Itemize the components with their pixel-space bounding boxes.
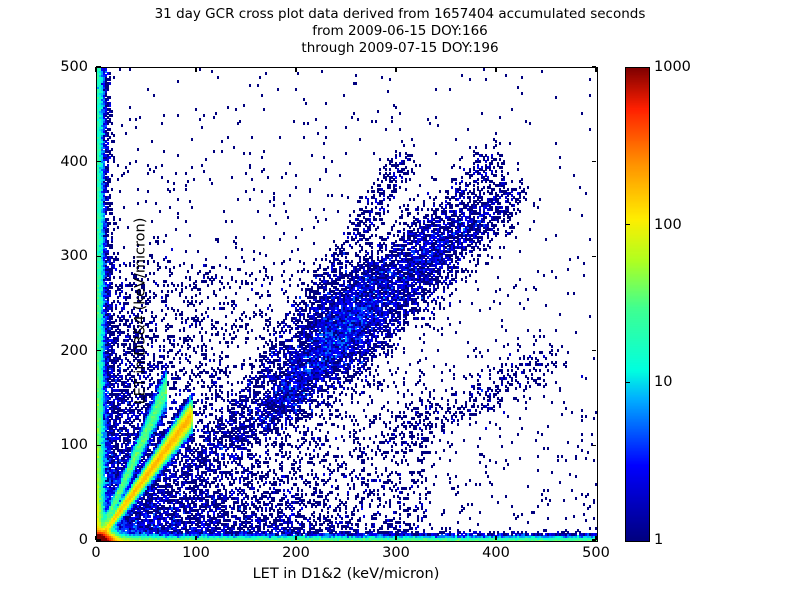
- y-tick-mark-right: [591, 444, 596, 446]
- x-tick-mark-top: [295, 67, 297, 72]
- x-tick-mark: [495, 535, 497, 540]
- x-tick-label: 500: [582, 545, 610, 561]
- y-tick-label: 500: [60, 59, 88, 75]
- plot-area[interactable]: [96, 67, 598, 542]
- y-tick-label: 400: [60, 153, 88, 170]
- x-tick-label: 400: [482, 545, 510, 561]
- y-tick-mark: [96, 350, 101, 352]
- colorbar-tick-mark: [625, 224, 630, 226]
- colorbar-tick-label: 10: [654, 374, 673, 391]
- figure-title: 31 day GCR cross plot data derived from …: [0, 6, 800, 57]
- y-tick-label: 100: [60, 437, 88, 454]
- y-tick-label: 300: [60, 248, 88, 265]
- y-tick-mark-right: [591, 255, 596, 257]
- x-tick-mark: [595, 535, 597, 540]
- y-axis-label: LET in D3&4 (keV/micron): [132, 217, 149, 405]
- x-tick-mark: [95, 535, 97, 540]
- y-tick-mark-right: [591, 66, 596, 68]
- y-tick-mark-right: [591, 161, 596, 163]
- title-line-1: 31 day GCR cross plot data derived from …: [154, 6, 646, 22]
- y-tick-mark: [96, 539, 101, 541]
- colorbar-tick-label: 1: [654, 532, 664, 548]
- x-tick-label: 100: [182, 545, 210, 561]
- x-tick-label: 0: [91, 545, 101, 561]
- x-tick-mark-top: [495, 67, 497, 72]
- y-tick-mark: [96, 255, 101, 257]
- x-tick-label: 300: [382, 545, 410, 561]
- x-tick-mark: [295, 535, 297, 540]
- x-tick-mark-top: [95, 67, 97, 72]
- colorbar-tick-label: 100: [654, 216, 682, 233]
- scatter-plot-canvas: [97, 68, 597, 541]
- colorbar-tick-mark: [625, 381, 630, 383]
- title-line-3: through 2009-07-15 DOY:196: [301, 40, 499, 56]
- colorbar-gradient: [626, 68, 649, 541]
- y-tick-mark: [96, 66, 101, 68]
- x-tick-mark-top: [395, 67, 397, 72]
- x-tick-mark-top: [595, 67, 597, 72]
- y-tick-mark-right: [591, 539, 596, 541]
- y-tick-mark: [96, 161, 101, 163]
- title-line-2: from 2009-06-15 DOY:166: [312, 23, 488, 39]
- x-tick-mark: [395, 535, 397, 540]
- colorbar[interactable]: [625, 67, 650, 542]
- y-tick-label: 0: [78, 532, 88, 548]
- scatter-layer: [97, 68, 597, 541]
- colorbar-tick-label: 1000: [654, 59, 691, 75]
- y-tick-mark: [96, 444, 101, 446]
- y-tick-label: 200: [60, 342, 88, 359]
- x-tick-mark: [195, 535, 197, 540]
- x-tick-label: 200: [282, 545, 310, 561]
- y-tick-mark-right: [591, 350, 596, 352]
- x-axis-label: LET in D1&2 (keV/micron): [252, 566, 440, 582]
- x-tick-mark-top: [195, 67, 197, 72]
